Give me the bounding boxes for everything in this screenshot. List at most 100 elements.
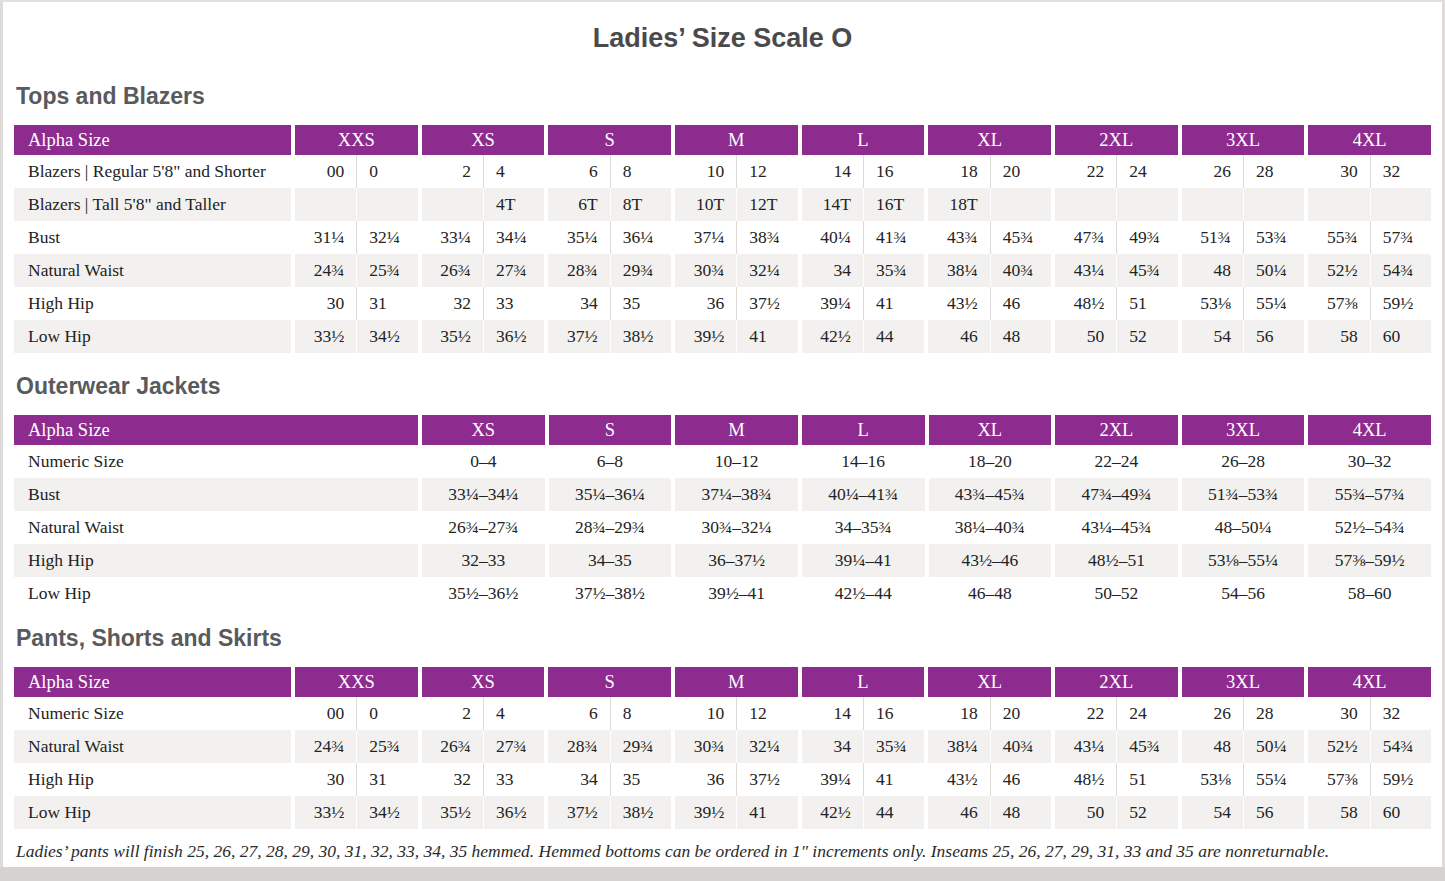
size-value: 34½ (356, 320, 417, 353)
size-cell: 30¾–32¼ (675, 511, 798, 544)
size-value: 24 (1116, 155, 1177, 188)
size-value: 57⅜ (1308, 287, 1369, 320)
size-cell: 48½51 (1055, 763, 1178, 796)
size-value: 31¼ (295, 221, 356, 254)
size-value: 14T (802, 188, 863, 221)
size-cell (1182, 188, 1305, 221)
size-cell: 54–56 (1182, 577, 1305, 610)
column-header-size: XS (422, 125, 545, 155)
size-value: 26¾ (422, 730, 483, 763)
size-value: 39¼ (802, 287, 863, 320)
size-value: 31 (356, 287, 417, 320)
size-cell: 26¾27¾ (422, 254, 545, 287)
size-value: 55¼ (1243, 287, 1304, 320)
size-value: 43¾ (928, 221, 989, 254)
page-edge-bottom (0, 867, 1445, 881)
size-value (422, 188, 483, 221)
size-cell: 2224 (1055, 697, 1178, 730)
size-cell: 43¾45¾ (928, 221, 1051, 254)
size-value: 56 (1243, 320, 1304, 353)
column-header-size: L (802, 667, 925, 697)
size-cell: 52½54¾ (1308, 730, 1431, 763)
column-header-size: 4XL (1308, 125, 1431, 155)
size-value: 35¼ (548, 221, 609, 254)
size-value: 40¾ (990, 730, 1051, 763)
size-value: 40¾ (990, 254, 1051, 287)
size-value: 38¾ (736, 221, 797, 254)
size-value: 43½ (928, 287, 989, 320)
row-label: Natural Waist (14, 254, 291, 287)
row-label: Natural Waist (14, 511, 418, 544)
size-value: 26 (1182, 155, 1243, 188)
size-value: 50 (1055, 796, 1116, 829)
size-value: 40¼ (802, 221, 863, 254)
size-value (1308, 188, 1369, 221)
size-value: 48½ (1055, 763, 1116, 796)
size-cell: 35½36½ (422, 796, 545, 829)
size-cell: 3435¾ (802, 254, 925, 287)
size-value: 35 (610, 287, 671, 320)
size-value: 37½ (736, 287, 797, 320)
size-value (1055, 188, 1116, 221)
size-value: 0 (356, 697, 417, 730)
size-cell: 57⅜59½ (1308, 763, 1431, 796)
size-cell: 2628 (1182, 697, 1305, 730)
row-label: Low Hip (14, 796, 291, 829)
size-value: 27¾ (483, 730, 544, 763)
size-value: 59½ (1370, 763, 1431, 796)
size-cell: 0–4 (422, 445, 545, 478)
size-cell: 10T12T (675, 188, 798, 221)
row-label: Natural Waist (14, 730, 291, 763)
size-value: 22 (1055, 155, 1116, 188)
page-title: Ladies’ Size Scale O (14, 0, 1431, 55)
size-value (990, 188, 1051, 221)
size-value: 32 (422, 287, 483, 320)
size-value: 30 (295, 287, 356, 320)
size-value: 34 (548, 287, 609, 320)
column-header-size: 3XL (1182, 415, 1305, 445)
size-value: 32 (1370, 697, 1431, 730)
column-header-size: S (549, 415, 672, 445)
size-value: 10 (675, 155, 736, 188)
size-value (1370, 188, 1431, 221)
size-cell: 52½–54¾ (1308, 511, 1431, 544)
size-cell: 48½–51 (1055, 544, 1178, 577)
size-cell: 39¼–41 (802, 544, 925, 577)
row-label: Blazers | Tall 5'8" and Taller (14, 188, 291, 221)
section-pants-shorts-skirts: Pants, Shorts and Skirts Alpha SizeXXSXS… (14, 622, 1431, 829)
size-cell (1055, 188, 1178, 221)
size-value: 0 (356, 155, 417, 188)
size-value: 29¾ (610, 730, 671, 763)
size-cell: 43¼45¾ (1055, 254, 1178, 287)
size-value: 41 (863, 287, 924, 320)
column-header-size: M (675, 125, 798, 155)
size-value: 33½ (295, 796, 356, 829)
size-value: 53⅛ (1182, 287, 1243, 320)
size-cell: 43¼45¾ (1055, 730, 1178, 763)
size-cell: 3435 (548, 763, 671, 796)
size-value: 25¾ (356, 730, 417, 763)
size-value: 43¼ (1055, 730, 1116, 763)
size-value: 32 (1370, 155, 1431, 188)
size-value: 49¾ (1116, 221, 1177, 254)
size-cell: 46–48 (929, 577, 1052, 610)
size-cell: 43¼–45¾ (1055, 511, 1178, 544)
size-cell: 55¾–57¾ (1308, 478, 1431, 511)
size-value: 45¾ (990, 221, 1051, 254)
size-cell: 37½–38½ (549, 577, 672, 610)
size-cell: 28¾29¾ (548, 254, 671, 287)
size-value: 43½ (928, 763, 989, 796)
size-value: 51 (1116, 287, 1177, 320)
column-header-size: XXS (295, 667, 418, 697)
size-value: 51¾ (1182, 221, 1243, 254)
size-value: 38½ (610, 796, 671, 829)
size-cell: 5052 (1055, 320, 1178, 353)
size-value: 41 (736, 320, 797, 353)
size-value: 52½ (1308, 254, 1369, 287)
size-cell: 2628 (1182, 155, 1305, 188)
size-table: Alpha SizeXSSMLXL2XL3XL4XLNumeric Size0–… (14, 415, 1431, 610)
size-cell: 3637½ (675, 763, 798, 796)
size-cell: 3233 (422, 287, 545, 320)
size-value: 18T (928, 188, 989, 221)
size-cell: 40¼41¾ (802, 221, 925, 254)
